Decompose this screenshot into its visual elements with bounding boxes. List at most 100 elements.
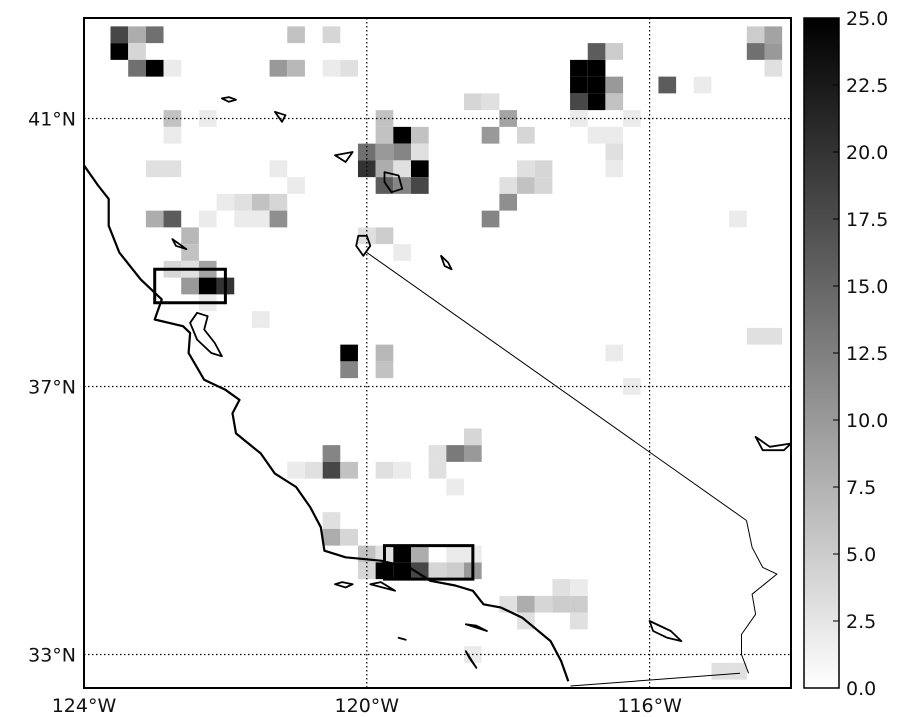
data-cell bbox=[198, 210, 217, 228]
x-tick-label: 120°W bbox=[335, 695, 400, 717]
map-frame bbox=[83, 17, 792, 689]
data-cell bbox=[269, 59, 288, 77]
data-cell bbox=[729, 662, 747, 680]
data-cell bbox=[393, 461, 411, 479]
island-outline bbox=[464, 623, 488, 632]
data-cell bbox=[269, 193, 288, 211]
data-cell bbox=[693, 76, 712, 94]
highlight-box bbox=[153, 267, 227, 305]
data-cell bbox=[410, 143, 429, 161]
data-cell bbox=[605, 160, 624, 178]
data-cell bbox=[375, 143, 394, 161]
data-cell bbox=[375, 227, 394, 245]
data-cell bbox=[375, 344, 394, 362]
data-cell bbox=[340, 344, 358, 362]
x-tick-labels: 124°W 120°W 116°W bbox=[52, 695, 682, 717]
data-cell bbox=[393, 244, 411, 261]
data-cell bbox=[499, 193, 518, 211]
data-cell bbox=[269, 210, 288, 228]
data-cell bbox=[410, 126, 429, 144]
data-cell bbox=[587, 76, 606, 94]
y-tick-label: 37°N bbox=[28, 377, 76, 399]
data-cell bbox=[234, 210, 252, 228]
colorbar-tick-label: 5.0 bbox=[846, 544, 876, 566]
lake-outline bbox=[440, 254, 453, 271]
data-cell bbox=[764, 26, 783, 44]
data-cell bbox=[375, 361, 394, 379]
data-cell bbox=[464, 93, 482, 111]
data-cell bbox=[587, 59, 606, 77]
data-cell bbox=[552, 595, 571, 613]
data-cell bbox=[304, 461, 323, 479]
highlight-box bbox=[382, 544, 475, 581]
state-border bbox=[366, 252, 747, 521]
colorbar-tick-label: 10.0 bbox=[846, 410, 888, 432]
data-cell bbox=[251, 311, 270, 328]
data-cell bbox=[428, 461, 447, 479]
lake-outline bbox=[171, 238, 188, 251]
data-cell bbox=[163, 210, 182, 228]
data-cell bbox=[746, 327, 765, 345]
island-outline bbox=[369, 581, 396, 592]
data-cell bbox=[181, 227, 199, 245]
colorbar-tick-label: 22.5 bbox=[846, 75, 888, 97]
colorbar-tick-label: 20.0 bbox=[846, 142, 888, 164]
data-cell bbox=[481, 93, 500, 111]
data-cell bbox=[393, 545, 411, 563]
data-cell bbox=[393, 126, 411, 144]
data-cell bbox=[729, 210, 747, 228]
data-cell bbox=[269, 160, 288, 178]
lake-outline bbox=[754, 435, 791, 452]
data-cell bbox=[110, 26, 129, 44]
data-cells bbox=[110, 26, 783, 680]
data-cell bbox=[587, 43, 606, 60]
island-outline bbox=[334, 581, 354, 589]
data-cell bbox=[163, 126, 182, 144]
data-cell bbox=[605, 126, 624, 144]
data-cell bbox=[534, 595, 553, 613]
data-cell bbox=[287, 461, 305, 479]
data-cell bbox=[410, 545, 429, 563]
data-cell bbox=[711, 662, 730, 680]
data-cell bbox=[287, 59, 305, 77]
data-cell bbox=[375, 461, 394, 479]
colorbar-tick-label: 15.0 bbox=[846, 276, 888, 298]
data-cell bbox=[340, 528, 358, 546]
y-tick-label: 41°N bbox=[28, 109, 76, 131]
data-cell bbox=[605, 344, 624, 362]
colorbar-tick-label: 12.5 bbox=[846, 343, 888, 365]
data-cell bbox=[658, 76, 677, 94]
data-cell bbox=[145, 59, 164, 77]
data-cell bbox=[446, 545, 465, 563]
data-cell bbox=[517, 160, 535, 178]
data-cell bbox=[251, 193, 270, 211]
data-cell bbox=[410, 177, 429, 194]
data-cell bbox=[746, 26, 765, 44]
data-cell bbox=[181, 277, 199, 295]
data-cell bbox=[145, 160, 164, 178]
data-cell bbox=[764, 43, 783, 60]
data-cell bbox=[464, 428, 482, 446]
data-cell bbox=[163, 160, 182, 178]
data-cell bbox=[393, 160, 411, 178]
colorbar-tick-label: 0.0 bbox=[846, 678, 876, 700]
data-cell bbox=[517, 177, 535, 194]
data-cell bbox=[128, 26, 146, 44]
graticule bbox=[84, 18, 791, 688]
bay-outline bbox=[189, 311, 223, 358]
data-cell bbox=[322, 26, 341, 44]
data-cell bbox=[570, 93, 588, 111]
data-cell bbox=[605, 143, 624, 161]
data-cell bbox=[357, 160, 376, 178]
data-cell bbox=[163, 59, 182, 77]
data-cell bbox=[499, 177, 518, 194]
data-cell bbox=[481, 126, 500, 144]
data-cell bbox=[605, 76, 624, 94]
data-cell bbox=[216, 193, 235, 211]
data-cell bbox=[570, 595, 588, 613]
data-cell bbox=[340, 59, 358, 77]
data-cell bbox=[322, 512, 341, 529]
data-cell bbox=[570, 110, 588, 127]
colorbar-tick-label: 2.5 bbox=[846, 611, 876, 633]
data-cell bbox=[570, 59, 588, 77]
